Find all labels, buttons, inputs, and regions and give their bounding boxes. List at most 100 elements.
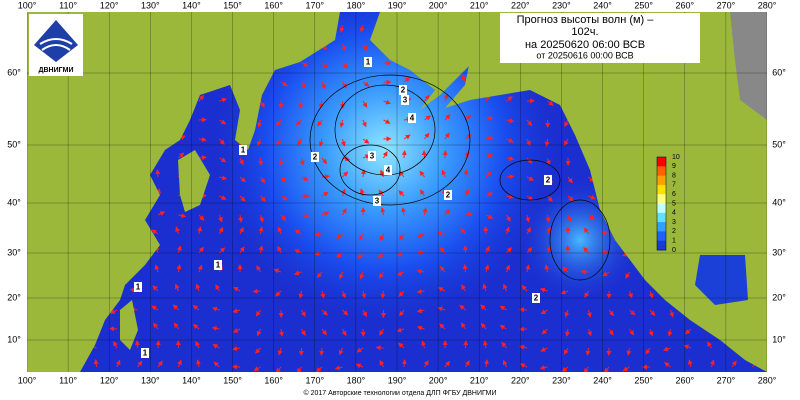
wave-arrow [480,322,487,330]
wave-arrow [584,290,590,298]
lon-label: 160° [264,0,283,10]
lon-label: 260° [675,375,694,385]
wave-arrow [379,359,385,368]
wave-arrow [362,309,367,317]
lon-label: 200° [429,0,448,10]
wave-arrow [545,157,551,166]
wave-arrow [629,328,635,336]
contour-label: 2 [313,153,318,162]
wave-arrow [211,325,220,331]
lon-label: 190° [388,0,407,10]
wave-arrow [213,361,220,368]
wave-arrow [277,245,282,254]
lon-label: 180° [347,375,366,385]
wave-arrow [375,345,384,351]
wave-arrow [664,362,671,368]
contour-label-box [532,293,540,303]
lon-label: 110° [59,0,77,10]
wave-arrow [398,290,405,297]
wave-arrow [341,290,346,299]
wave-arrow [439,265,446,273]
wave-arrow [444,114,451,121]
wave-arrow [198,137,207,142]
colorbar-segment [657,212,666,223]
wave-arrow [175,226,180,235]
wave-arrow [525,264,531,273]
wave-arrow [485,171,492,178]
wave-arrow [525,214,531,223]
wave-arrow [482,340,488,349]
wave-arrow [377,252,384,259]
wave-arrow [195,283,201,292]
wave-arrow [526,176,535,181]
wave-arrow [588,194,596,200]
wave-arrow [563,347,569,355]
wave-arrow [707,341,712,349]
wave-arrow [645,347,651,355]
wave-arrow [359,24,365,33]
wave-arrow [341,328,347,337]
wave-arrow [219,138,225,145]
wave-arrow [499,305,507,311]
wave-arrow [383,99,391,105]
wave-arrow [314,231,323,237]
contour-label: 3 [370,152,375,161]
colorbar-segment [657,157,666,167]
lat-label: 10° [772,334,786,344]
wave-arrow [197,226,203,235]
wave-arrow [565,328,570,337]
wave-arrow [211,306,220,312]
wave-arrow [157,360,163,368]
wave-arrow [505,264,510,273]
wave-arrow [526,157,533,164]
wave-arrow [260,176,266,184]
wave-arrow [463,169,469,178]
land-america [445,12,767,372]
logo-emblem [34,20,78,62]
wave-arrow [362,138,370,144]
wave-arrow [379,328,385,336]
wave-arrow [731,360,737,368]
lon-label: 220° [511,375,530,385]
wave-arrow [278,328,284,337]
contour-label-box [214,260,222,270]
wave-arrow [622,366,630,372]
wave-arrow [649,309,656,316]
wave-arrow [299,157,305,166]
wave-arrow [587,328,592,337]
wave-arrow [399,170,405,178]
wave-arrow [321,309,328,316]
lat-label: 50° [772,139,786,149]
wave-arrow [505,214,511,222]
contour-label: 1 [143,349,148,358]
wave-arrow [583,366,589,372]
land-gray [730,12,767,120]
wave-arrow [398,190,405,197]
wave-arrow [601,250,610,255]
contour-label: 1 [366,58,371,67]
wave-arrow [109,309,118,314]
wave-arrow [320,290,326,299]
wave-arrow [443,93,449,102]
wave-arrow [464,188,470,197]
wave-arrow [336,252,343,258]
wave-arrow [301,176,309,181]
lat-label: 60° [772,67,786,77]
wave-arrow [416,268,425,274]
wave-arrow [301,213,310,219]
wave-arrow [544,264,550,273]
colorbar-segment [657,240,666,251]
wave-arrow [359,188,365,197]
wave-arrow [461,74,467,83]
wave-arrow [239,157,244,166]
wave-arrow [155,169,161,178]
wave-arrow [546,245,552,254]
lon-label: 130° [141,0,160,10]
wave-arrow [318,100,324,109]
wave-arrow [359,271,365,280]
wave-arrow [416,308,425,314]
wave-arrow [403,77,411,83]
colorbar-segment [657,194,666,204]
wave-arrow [399,233,405,241]
title-line: 102ч. [571,26,598,38]
